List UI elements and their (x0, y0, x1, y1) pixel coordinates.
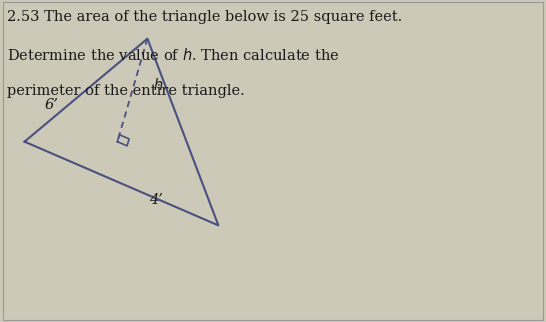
Text: 6’: 6’ (45, 98, 59, 112)
Text: 4’: 4’ (149, 193, 163, 207)
Text: 2.53 The area of the triangle below is 25 square feet.: 2.53 The area of the triangle below is 2… (7, 10, 402, 24)
Text: $h$: $h$ (153, 77, 163, 93)
Text: perimeter of the entire triangle.: perimeter of the entire triangle. (7, 84, 244, 98)
Text: Determine the value of $h$. Then calculate the: Determine the value of $h$. Then calcula… (7, 47, 339, 63)
